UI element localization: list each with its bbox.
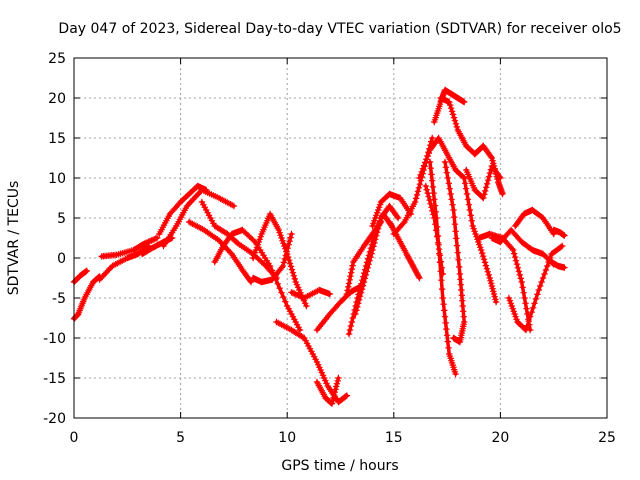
x-tick-label: 20 — [491, 430, 509, 446]
data-series — [70, 86, 568, 407]
series-plus-markers — [550, 226, 568, 239]
axis-ticks: 0 5 10 15 20 25 -20 -15 -10 -5 0 5 10 15 20 25 — [43, 51, 616, 446]
series-arc-10 — [211, 226, 304, 334]
series-plus-markers — [369, 190, 415, 230]
series-plus-markers — [475, 230, 534, 334]
series-arc-14 — [313, 374, 342, 407]
y-tick-label: -20 — [43, 411, 66, 427]
series-plus-markers — [416, 134, 468, 182]
series-plus-markers — [386, 218, 423, 282]
series-plus-markers — [512, 206, 557, 238]
series-plus-markers — [249, 230, 295, 286]
series-arc-3 — [96, 242, 152, 283]
y-tick-label: 20 — [48, 91, 66, 107]
x-tick-label: 10 — [278, 430, 296, 446]
y-tick-label: -5 — [52, 291, 66, 307]
series-arc-37 — [548, 258, 568, 271]
series-arc-12 — [249, 230, 295, 286]
x-tick-label: 5 — [176, 430, 185, 446]
series-trace — [438, 96, 486, 156]
series-plus-markers — [505, 242, 566, 334]
series-arc-32 — [475, 230, 534, 334]
series-arc-25 — [422, 182, 446, 278]
series-arc-7 — [160, 186, 238, 250]
series-arc-23 — [416, 134, 468, 182]
y-tick-label: 15 — [48, 131, 66, 147]
series-plus-markers — [441, 158, 468, 346]
series-plus-markers — [352, 202, 402, 318]
series-plus-markers — [548, 258, 568, 271]
x-axis-label: GPS time / hours — [281, 458, 398, 474]
series-arc-33 — [488, 226, 557, 268]
series-plus-markers — [160, 186, 238, 250]
series-plus-markers — [198, 198, 280, 282]
chart-title: Day 047 of 2023, Sidereal Day-to-day VTE… — [58, 21, 621, 37]
series-arc-9 — [198, 198, 280, 282]
y-tick-label: 10 — [48, 171, 66, 187]
series-plus-markers — [471, 142, 506, 198]
series-arc-35 — [505, 242, 566, 334]
y-tick-label: -10 — [43, 331, 66, 347]
y-tick-label: 5 — [57, 211, 66, 227]
series-arc-34 — [512, 206, 557, 238]
series-plus-markers — [313, 374, 342, 407]
series-plus-markers — [185, 218, 255, 286]
x-tick-label: 0 — [70, 430, 79, 446]
series-arc-16 — [288, 286, 333, 302]
series-arc-18 — [345, 210, 395, 338]
y-tick-label: -15 — [43, 371, 66, 387]
x-tick-label: 25 — [598, 430, 616, 446]
series-arc-31 — [471, 142, 506, 198]
series-arc-36 — [550, 226, 568, 239]
series-arc-28 — [441, 158, 468, 346]
series-plus-markers — [345, 210, 395, 338]
series-plus-markers — [488, 226, 557, 268]
series-plus-markers — [98, 234, 161, 260]
series-arc-21 — [386, 218, 423, 282]
series-arc-30 — [461, 174, 500, 306]
series-arc-19 — [352, 202, 402, 318]
series-plus-markers — [96, 242, 152, 283]
y-axis-label: SDTVAR / TECUs — [6, 181, 22, 296]
series-arc-13 — [273, 318, 351, 406]
series-arc-20 — [369, 190, 415, 230]
series-arc-4 — [98, 234, 161, 260]
series-plus-markers — [273, 318, 351, 406]
series-plus-markers — [288, 286, 333, 302]
x-tick-label: 15 — [385, 430, 403, 446]
series-plus-markers — [211, 226, 304, 334]
series-plus-markers — [461, 174, 500, 306]
y-tick-label: 0 — [57, 251, 66, 267]
plot-frame — [73, 57, 608, 419]
y-tick-label: 25 — [48, 51, 66, 67]
series-plus-markers — [422, 182, 446, 278]
